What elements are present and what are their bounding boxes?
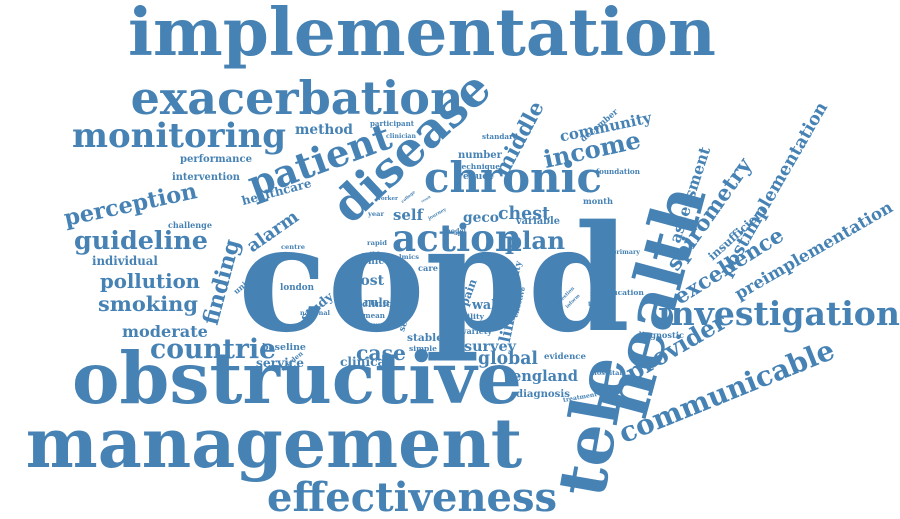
word-limited: limited — [428, 352, 454, 361]
word-challenge: challenge — [168, 220, 212, 230]
word-action: action — [392, 216, 522, 261]
word-nice: nice — [368, 256, 390, 268]
word-group: group — [362, 322, 382, 329]
word-copd: copd — [238, 191, 630, 365]
word-wale: wale — [472, 296, 504, 312]
word-effectiveness: effectiveness — [267, 474, 558, 519]
word-care: care — [418, 262, 438, 273]
word-rule: rule — [364, 295, 390, 310]
word-participant: participant — [370, 118, 414, 128]
word-model: model — [444, 226, 466, 235]
word-england: england — [512, 367, 578, 385]
word-mean: mean — [363, 311, 385, 321]
word-hospital: hospital — [592, 368, 622, 377]
word-smoking: smoking — [98, 290, 198, 316]
word-standard: standard — [482, 132, 518, 142]
word-clinic: clinic — [362, 299, 392, 311]
word-role: role — [590, 289, 606, 299]
word-month: month — [583, 195, 613, 206]
word-plan: plan — [505, 225, 565, 255]
word-clinical: clinical — [340, 354, 390, 369]
word-pollution: pollution — [100, 270, 200, 294]
word-year: year — [368, 209, 384, 218]
word-method: method — [295, 122, 353, 139]
word-moderate: moderate — [122, 321, 208, 341]
word-investigation: investigation — [658, 293, 900, 333]
word-simple: simple — [409, 344, 437, 354]
word-cost: cost — [352, 273, 384, 289]
word-education: education — [602, 288, 644, 298]
word-countrie: countrie — [150, 333, 276, 365]
word-app: app — [454, 230, 466, 238]
word-chest: chest — [498, 204, 550, 225]
word-intervention: intervention — [172, 172, 240, 184]
word-evidence: evidence — [544, 351, 586, 362]
word-performance: performance — [180, 154, 252, 165]
word-centre: centre — [281, 242, 305, 251]
word-guideline: guideline — [74, 226, 208, 257]
word-individual: individual — [92, 254, 158, 269]
word-worker: worker — [376, 196, 398, 203]
word-acute: acute — [441, 254, 463, 264]
word-chronic: chronic — [424, 153, 602, 202]
word-case: case — [356, 340, 407, 365]
word-diagnosis: diagnosis — [516, 387, 570, 400]
word-diagnostic: diagnostic — [636, 329, 684, 340]
word-number: number — [458, 150, 502, 161]
word-baseline: baseline — [262, 342, 306, 354]
word-tool: tool — [588, 299, 602, 308]
word-variety: variety — [462, 327, 492, 337]
word-london: london — [280, 282, 314, 293]
word-clinician: clinician — [386, 132, 416, 140]
word-global: global — [478, 349, 538, 370]
word-mild: mild — [362, 250, 380, 260]
word-service: service — [256, 355, 304, 370]
word-technique: technique — [458, 162, 501, 172]
word-reduce: reduce — [458, 171, 494, 183]
word-self: self — [393, 205, 423, 224]
word-primary: primary — [612, 248, 640, 256]
word-lmics: lmics — [399, 252, 419, 261]
word-monitoring: monitoring — [72, 116, 286, 156]
word-geco: geco — [463, 210, 499, 227]
word-utility: utility — [458, 312, 484, 322]
word-implementation: implementation — [128, 0, 716, 71]
word-stable: stable — [407, 330, 443, 344]
word-survey: survey — [464, 337, 516, 355]
word-rapid: rapid — [367, 238, 387, 247]
word-obstructive: obstructive — [72, 336, 522, 421]
word-variable: variable — [516, 216, 560, 228]
word-foundation: foundation — [596, 167, 640, 177]
word-national: national — [300, 308, 331, 317]
word-management: management — [25, 404, 523, 484]
word-exacerbation: exacerbation — [130, 71, 464, 125]
